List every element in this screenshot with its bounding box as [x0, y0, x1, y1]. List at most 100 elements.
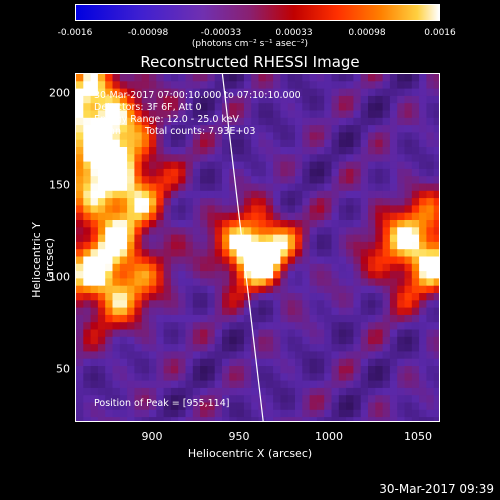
heatmap-cell — [273, 176, 281, 184]
heatmap-cell — [411, 271, 420, 279]
heatmap-cell — [149, 212, 157, 221]
heatmap-cell — [105, 387, 113, 396]
heatmap-cell — [324, 81, 332, 89]
heatmap-cell — [243, 263, 252, 272]
heatmap-cell — [397, 234, 405, 243]
heatmap-cell — [331, 198, 340, 206]
heatmap-cell — [389, 125, 398, 133]
heatmap-cell — [280, 125, 289, 133]
heatmap-cell — [243, 220, 252, 228]
heatmap-cell — [397, 183, 405, 192]
heatmap-cell — [360, 183, 369, 192]
heatmap-cell — [368, 344, 376, 352]
heatmap-cell — [200, 285, 208, 294]
heatmap-cell — [265, 395, 274, 403]
heatmap-cell — [251, 366, 259, 374]
heatmap-cell — [368, 227, 376, 235]
heatmap-cell — [163, 249, 172, 257]
heatmap-cell — [105, 212, 113, 221]
heatmap-cell — [156, 307, 164, 316]
heatmap-cell — [178, 314, 186, 323]
heatmap-cell — [251, 256, 259, 265]
heatmap-cell — [178, 285, 186, 294]
heatmap-cell — [76, 132, 84, 141]
heatmap-cell — [324, 139, 332, 148]
heatmap-cell — [404, 81, 413, 89]
heatmap-cell — [90, 81, 99, 89]
heatmap-cell — [112, 344, 121, 352]
heatmap-cell — [105, 205, 113, 214]
heatmap-cell — [149, 351, 157, 360]
heatmap-cell — [295, 212, 303, 221]
heatmap-cell — [243, 95, 252, 104]
heatmap-cell — [97, 183, 106, 192]
heatmap-cell — [251, 220, 259, 228]
heatmap-cell — [185, 132, 194, 141]
heatmap-cell — [397, 395, 405, 403]
heatmap-cell — [433, 139, 439, 148]
heatmap-cell — [127, 417, 135, 421]
heatmap-cell — [389, 161, 398, 170]
heatmap-cell — [141, 74, 150, 82]
heatmap-cell — [90, 344, 99, 352]
heatmap-cell — [302, 336, 310, 345]
heatmap-cell — [426, 373, 435, 381]
heatmap-cell — [273, 249, 281, 257]
heatmap-cell — [368, 409, 376, 418]
heatmap-cell — [207, 344, 216, 352]
heatmap-cell — [426, 168, 435, 177]
heatmap-cell — [360, 380, 369, 389]
heatmap-cell — [295, 103, 303, 111]
heatmap-cell — [324, 183, 332, 192]
heatmap-cell — [185, 402, 194, 411]
heatmap-cell — [229, 74, 237, 82]
heatmap-cell — [346, 387, 354, 396]
heatmap-cell — [127, 256, 135, 265]
heatmap-cell — [141, 103, 150, 111]
heatmap-cell — [105, 336, 113, 345]
heatmap-cell — [426, 81, 435, 89]
heatmap-cell — [265, 227, 274, 235]
heatmap-cell — [149, 263, 157, 272]
heatmap-cell — [156, 103, 164, 111]
heatmap-cell — [178, 74, 186, 82]
heatmap-cell — [258, 387, 267, 396]
heatmap-cell — [83, 293, 91, 301]
heatmap-cell — [97, 263, 106, 272]
heatmap-cell — [411, 88, 420, 97]
heatmap-cell — [346, 139, 354, 148]
heatmap-cell — [331, 344, 340, 352]
heatmap-cell — [382, 336, 391, 345]
heatmap-cell — [389, 314, 398, 323]
heatmap-cell — [360, 198, 369, 206]
heatmap-cell — [156, 329, 164, 338]
heatmap-cell — [112, 314, 121, 323]
heatmap-cell — [200, 351, 208, 360]
heatmap-cell — [368, 241, 376, 250]
heatmap-cell — [375, 154, 383, 162]
heatmap-cell — [353, 81, 362, 89]
heatmap-cell — [302, 154, 310, 162]
heatmap-cell — [243, 256, 252, 265]
heatmap-cell — [295, 168, 303, 177]
heatmap-cell — [163, 125, 172, 133]
heatmap-cell — [346, 380, 354, 389]
heatmap-cell — [295, 249, 303, 257]
heatmap-cell — [222, 256, 230, 265]
heatmap-cell — [375, 256, 383, 265]
heatmap-cell — [382, 110, 391, 119]
heatmap-cell — [280, 220, 289, 228]
heatmap-cell — [156, 366, 164, 374]
heatmap-cell — [141, 110, 150, 119]
heatmap-cell — [411, 227, 420, 235]
heatmap-cell — [368, 88, 376, 97]
heatmap-cell — [229, 293, 237, 301]
heatmap-cell — [368, 161, 376, 170]
heatmap-cell — [426, 139, 435, 148]
heatmap-cell — [265, 300, 274, 308]
heatmap-cell — [382, 227, 391, 235]
heatmap-cell — [156, 139, 164, 148]
heatmap-cell — [368, 351, 376, 360]
colorbar-tick: 0.00098 — [348, 28, 386, 38]
heatmap-cell — [141, 117, 150, 126]
